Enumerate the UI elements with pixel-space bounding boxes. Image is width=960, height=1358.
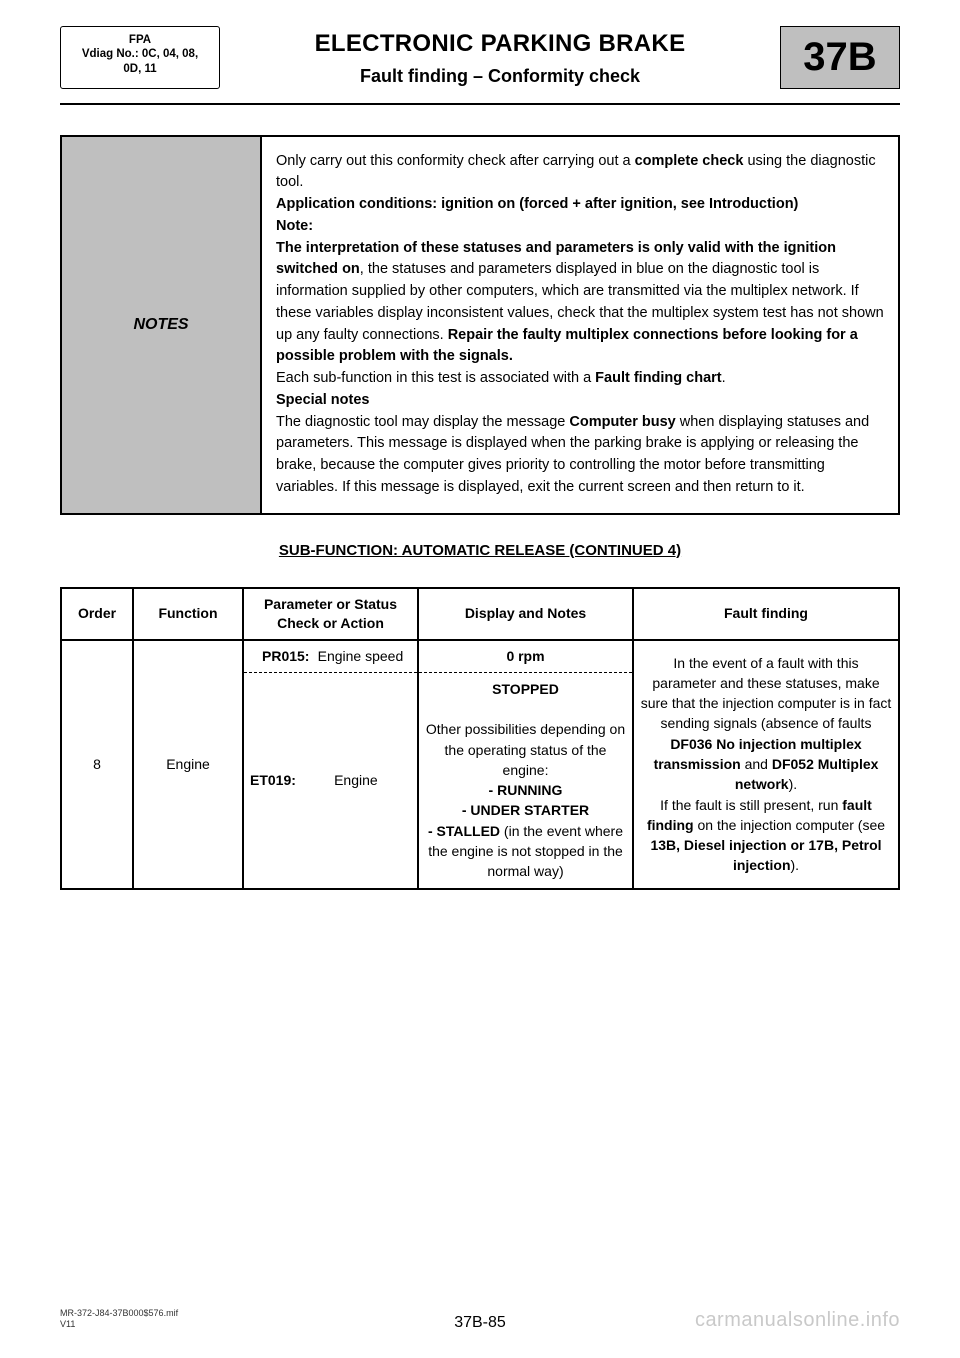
- meta-line-2: Vdiag No.: 0C, 04, 08,: [65, 47, 215, 61]
- th-order: Order: [61, 588, 133, 640]
- param1-code: PR015:: [258, 647, 314, 666]
- param1-name: Engine speed: [318, 648, 404, 664]
- display2-head: STOPPED: [492, 681, 559, 697]
- th-function: Function: [133, 588, 243, 640]
- notes-p6: Special notes: [276, 392, 369, 408]
- notes-p2: Application conditions: ignition on (for…: [276, 196, 798, 212]
- display2-c: - UNDER STARTER: [462, 802, 589, 818]
- sub-title: Fault finding – Conformity check: [238, 64, 762, 88]
- data-table: Order Function Parameter or Status Check…: [60, 587, 900, 890]
- fault-e: ).: [789, 776, 798, 792]
- fault-f: If the fault is still present, run: [660, 797, 842, 813]
- cell-param-2: ET019: Engine: [243, 672, 418, 888]
- notes-p1a: Only carry out this conformity check aft…: [276, 153, 635, 169]
- cell-param-1: PR015: Engine speed: [243, 640, 418, 672]
- meta-line-3: 0D, 11: [65, 62, 215, 76]
- fault-j: ).: [791, 857, 800, 873]
- notes-p1b: complete check: [635, 153, 744, 169]
- cell-display-1: 0 rpm: [418, 640, 633, 672]
- table-header-row: Order Function Parameter or Status Check…: [61, 588, 899, 640]
- cell-display-2: STOPPED Other possibilities depending on…: [418, 672, 633, 888]
- fault-c: and: [741, 756, 772, 772]
- display2-a: Other possibilities depending on the ope…: [426, 721, 625, 778]
- header-rule: [60, 103, 900, 105]
- watermark: carmanualsonline.info: [695, 1307, 900, 1334]
- section-code-box: 37B: [780, 26, 900, 89]
- subfunction-heading: SUB-FUNCTION: AUTOMATIC RELEASE (CONTINU…: [60, 541, 900, 561]
- notes-p5a: Each sub-function in this test is associ…: [276, 370, 595, 386]
- section-code: 37B: [803, 30, 876, 84]
- meta-line-1: FPA: [65, 33, 215, 47]
- notes-p7b: Computer busy: [569, 414, 675, 430]
- cell-function: Engine: [133, 640, 243, 889]
- fault-a: In the event of a fault with this parame…: [641, 655, 892, 732]
- param2-name: Engine: [310, 771, 402, 790]
- display2-b: - RUNNING: [489, 782, 563, 798]
- cell-order: 8: [61, 640, 133, 889]
- notes-p5c: .: [722, 370, 726, 386]
- main-title: ELECTRONIC PARKING BRAKE: [238, 28, 762, 60]
- header-row: FPA Vdiag No.: 0C, 04, 08, 0D, 11 ELECTR…: [60, 26, 900, 89]
- notes-body: Only carry out this conformity check aft…: [261, 136, 899, 514]
- param2-code: ET019:: [250, 771, 306, 790]
- th-display: Display and Notes: [418, 588, 633, 640]
- notes-label: NOTES: [61, 136, 261, 514]
- title-block: ELECTRONIC PARKING BRAKE Fault finding –…: [238, 26, 762, 89]
- display2-d1: - STALLED: [428, 823, 500, 839]
- th-param: Parameter or Status Check or Action: [243, 588, 418, 640]
- meta-box: FPA Vdiag No.: 0C, 04, 08, 0D, 11: [60, 26, 220, 89]
- notes-p3: Note:: [276, 218, 313, 234]
- page: FPA Vdiag No.: 0C, 04, 08, 0D, 11 ELECTR…: [0, 0, 960, 1358]
- fault-i: 13B, Diesel injection or 17B, Petrol inj…: [650, 837, 881, 873]
- display1: 0 rpm: [506, 648, 544, 664]
- cell-fault: In the event of a fault with this parame…: [633, 640, 899, 889]
- notes-p7a: The diagnostic tool may display the mess…: [276, 414, 569, 430]
- fault-h: on the injection computer (see: [694, 817, 885, 833]
- notes-p5b: Fault finding chart: [595, 370, 721, 386]
- table-row: 8 Engine PR015: Engine speed 0 rpm In th…: [61, 640, 899, 672]
- th-fault: Fault finding: [633, 588, 899, 640]
- notes-table: NOTES Only carry out this conformity che…: [60, 135, 900, 515]
